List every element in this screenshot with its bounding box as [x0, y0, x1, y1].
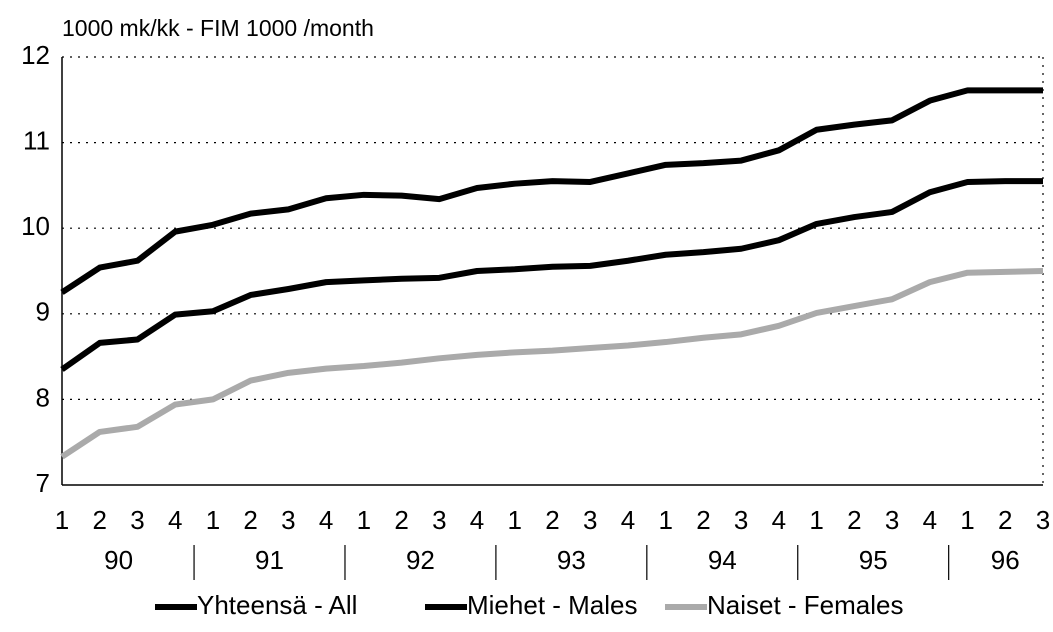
x-tick-label: 4 [168, 505, 182, 535]
y-tick-label: 9 [36, 297, 50, 327]
y-tick-label: 10 [21, 211, 50, 241]
x-tick-label: 1 [55, 505, 69, 535]
x-tick-label: 3 [583, 505, 597, 535]
year-label: 96 [991, 545, 1020, 575]
x-tick-label: 1 [206, 505, 220, 535]
x-tick-label: 1 [809, 505, 823, 535]
legend-label: Miehet - Males [467, 590, 638, 620]
year-label: 94 [708, 545, 737, 575]
year-label: 90 [104, 545, 133, 575]
x-tick-label: 2 [545, 505, 559, 535]
x-tick-label: 3 [885, 505, 899, 535]
y-tick-label: 7 [36, 468, 50, 498]
x-tick-label: 4 [470, 505, 484, 535]
x-tick-label: 3 [734, 505, 748, 535]
x-tick-label: 2 [998, 505, 1012, 535]
x-tick-label: 3 [281, 505, 295, 535]
legend-label: Yhteensä - All [197, 590, 357, 620]
x-tick-label: 4 [319, 505, 333, 535]
x-tick-label: 2 [696, 505, 710, 535]
y-tick-label: 8 [36, 382, 50, 412]
x-tick-label: 1 [960, 505, 974, 535]
y-tick-label: 11 [23, 125, 50, 155]
x-tick-label: 1 [508, 505, 522, 535]
x-tick-label: 1 [658, 505, 672, 535]
series-line [60, 268, 1044, 460]
legend-label: Naiset - Females [707, 590, 904, 620]
x-tick-label: 4 [621, 505, 635, 535]
y-tick-label: 12 [21, 40, 50, 70]
x-tick-label: 3 [432, 505, 446, 535]
chart-title: 1000 mk/kk - FIM 1000 /month [62, 15, 374, 41]
year-label: 95 [859, 545, 888, 575]
year-label: 91 [255, 545, 284, 575]
x-tick-label: 2 [243, 505, 257, 535]
year-label: 93 [557, 545, 586, 575]
x-tick-label: 2 [847, 505, 861, 535]
series-line [60, 87, 1043, 295]
series-line [60, 178, 1043, 372]
x-tick-label: 3 [1036, 505, 1050, 535]
x-tick-label: 3 [130, 505, 144, 535]
year-label: 92 [406, 545, 435, 575]
x-tick-label: 1 [357, 505, 371, 535]
x-tick-label: 4 [772, 505, 786, 535]
x-tick-label: 2 [394, 505, 408, 535]
x-tick-label: 2 [92, 505, 106, 535]
x-tick-label: 4 [923, 505, 937, 535]
